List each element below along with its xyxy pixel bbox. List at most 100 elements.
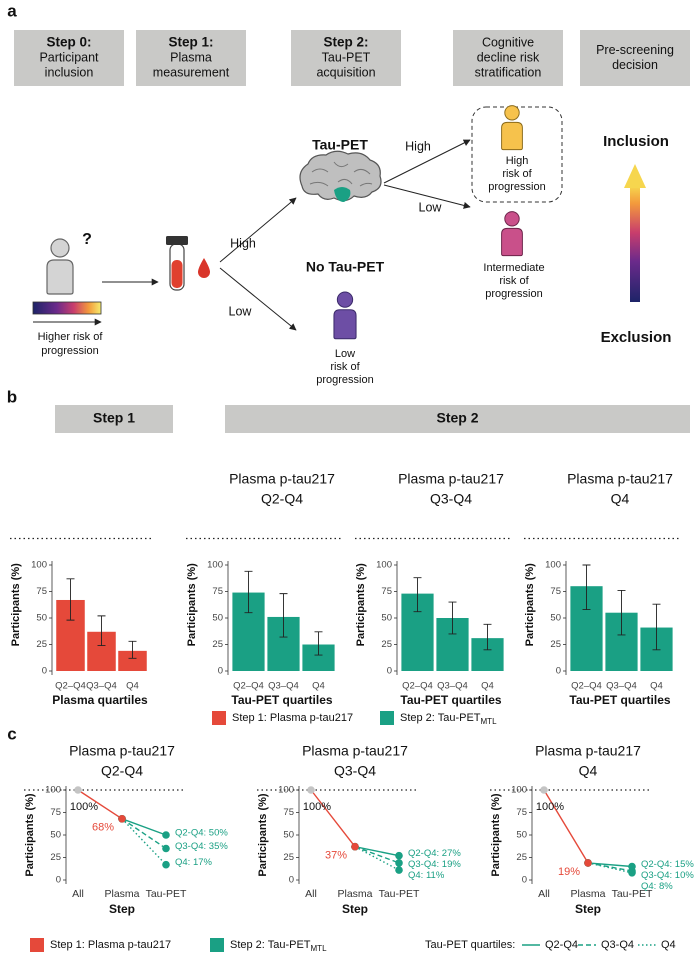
series-line xyxy=(310,789,356,848)
y-tick-label: 50 xyxy=(212,613,223,624)
legend-label: Step 2: Tau-PETMTL xyxy=(230,939,327,953)
legend-text: Step 2: Tau-PET xyxy=(230,939,311,951)
chart-title: Q3-Q4 xyxy=(430,491,472,507)
x-tick-label: All xyxy=(305,888,317,900)
scale-label: progression xyxy=(41,345,98,357)
value-label: Q3-Q4: 35% xyxy=(175,841,228,852)
series-line xyxy=(77,789,123,820)
value-label: Q2-Q4: 15% xyxy=(641,859,694,870)
step-text: Pre-screening xyxy=(596,43,674,57)
y-axis-title: Participants (%) xyxy=(490,793,502,876)
scale-label: Higher risk of xyxy=(38,331,104,343)
x-tick-label: Q4 xyxy=(126,681,139,692)
x-tick-label: Q3–Q4 xyxy=(86,681,117,692)
legend-label: Step 1: Plasma p-tau217 xyxy=(232,712,353,724)
x-tick-label: Q4 xyxy=(650,681,663,692)
error-bar xyxy=(244,570,253,614)
step-text: decision xyxy=(612,58,658,72)
risk-label: progression xyxy=(485,288,542,300)
error-bar xyxy=(652,603,661,651)
x-axis-title: Step xyxy=(342,902,368,916)
series-line xyxy=(121,818,167,866)
flow-arrow xyxy=(383,139,471,184)
flow-arrow xyxy=(219,197,297,263)
error-bar xyxy=(582,564,591,610)
chart-title: Plasma p-tau217 xyxy=(535,743,641,759)
series-point xyxy=(307,786,315,794)
legend-text: Step 1: Plasma p-tau217 xyxy=(232,712,353,724)
y-tick-label: 50 xyxy=(50,830,61,841)
y-tick-label: 25 xyxy=(212,639,223,650)
y-tick-label: 0 xyxy=(56,875,61,886)
y-tick-label: 100 xyxy=(207,560,223,571)
blood-tube-icon xyxy=(166,236,210,291)
x-axis-title: Tau-PET quartiles xyxy=(400,693,501,707)
value-label: Q4: 11% xyxy=(408,870,445,881)
chart-title: Q4 xyxy=(579,763,598,779)
legend-label: Q2-Q4 xyxy=(545,939,578,951)
chart-title: Plasma p-tau217 xyxy=(567,471,673,487)
error-bar xyxy=(448,601,457,635)
step-text: Participant xyxy=(39,50,99,64)
step-text: stratification xyxy=(475,65,542,79)
series-point xyxy=(395,851,403,860)
series-line xyxy=(121,818,167,836)
series-point xyxy=(628,862,636,871)
series-point xyxy=(584,859,592,867)
y-tick-label: 50 xyxy=(516,830,527,841)
series-line xyxy=(543,789,589,864)
chart-title: Q3-Q4 xyxy=(334,763,376,779)
step-text: Plasma xyxy=(170,50,212,64)
x-tick-label: Q2–Q4 xyxy=(233,681,264,692)
brain-icon xyxy=(299,150,382,202)
step-title: Step 1: xyxy=(168,35,213,50)
y-tick-label: 25 xyxy=(36,639,47,650)
y-tick-label: 50 xyxy=(36,613,47,624)
x-axis-title: Step xyxy=(109,902,135,916)
series-point xyxy=(351,842,359,851)
y-tick-label: 0 xyxy=(556,666,561,677)
y-axis-title: Participants (%) xyxy=(10,563,22,646)
step-text: decline risk xyxy=(477,50,540,64)
y-tick-label: 100 xyxy=(31,560,47,571)
branch-label: High xyxy=(405,139,431,153)
flow-arrow xyxy=(383,184,471,209)
y-tick-label: 0 xyxy=(387,666,392,677)
branch-label: High xyxy=(230,236,256,250)
step-text: measurement xyxy=(153,65,230,79)
decision-label: Inclusion xyxy=(603,133,669,150)
y-tick-label: 75 xyxy=(283,807,294,818)
x-tick-label: Q2–Q4 xyxy=(571,681,602,692)
chart-title: Q2-Q4 xyxy=(101,763,143,779)
step-text: acquisition xyxy=(316,65,375,79)
risk-label: Low xyxy=(335,348,355,360)
legend-label: Step 1: Plasma p-tau217 xyxy=(50,939,171,951)
series-point xyxy=(395,866,403,874)
x-axis-title: Tau-PET quartiles xyxy=(231,693,332,707)
series-point xyxy=(540,786,548,794)
series-line xyxy=(587,862,633,868)
y-tick-label: 100 xyxy=(45,785,61,796)
question-mark: ? xyxy=(82,231,92,248)
group-title: Tau-PET xyxy=(312,137,368,153)
x-axis-title: Plasma quartiles xyxy=(52,693,148,707)
value-label: Q2-Q4: 50% xyxy=(175,828,228,839)
step-title: Step 2: xyxy=(323,35,368,50)
legend-swatch xyxy=(380,711,394,725)
y-tick-label: 75 xyxy=(516,807,527,818)
chart-title: Q4 xyxy=(611,491,630,507)
error-bar xyxy=(97,615,106,647)
legend-text: Step 1: Plasma p-tau217 xyxy=(50,939,171,951)
chart-title: Plasma p-tau217 xyxy=(229,471,335,487)
y-axis-title: Participants (%) xyxy=(355,563,367,646)
y-tick-label: 25 xyxy=(516,852,527,863)
step-text: Tau-PET xyxy=(322,50,371,64)
y-tick-label: 75 xyxy=(50,807,61,818)
legend-label: Q3-Q4 xyxy=(601,939,634,951)
y-tick-label: 25 xyxy=(550,639,561,650)
y-tick-label: 0 xyxy=(218,666,223,677)
y-axis-title: Participants (%) xyxy=(524,563,536,646)
legend-title: Tau-PET quartiles: xyxy=(425,939,515,951)
series-point xyxy=(74,786,82,794)
